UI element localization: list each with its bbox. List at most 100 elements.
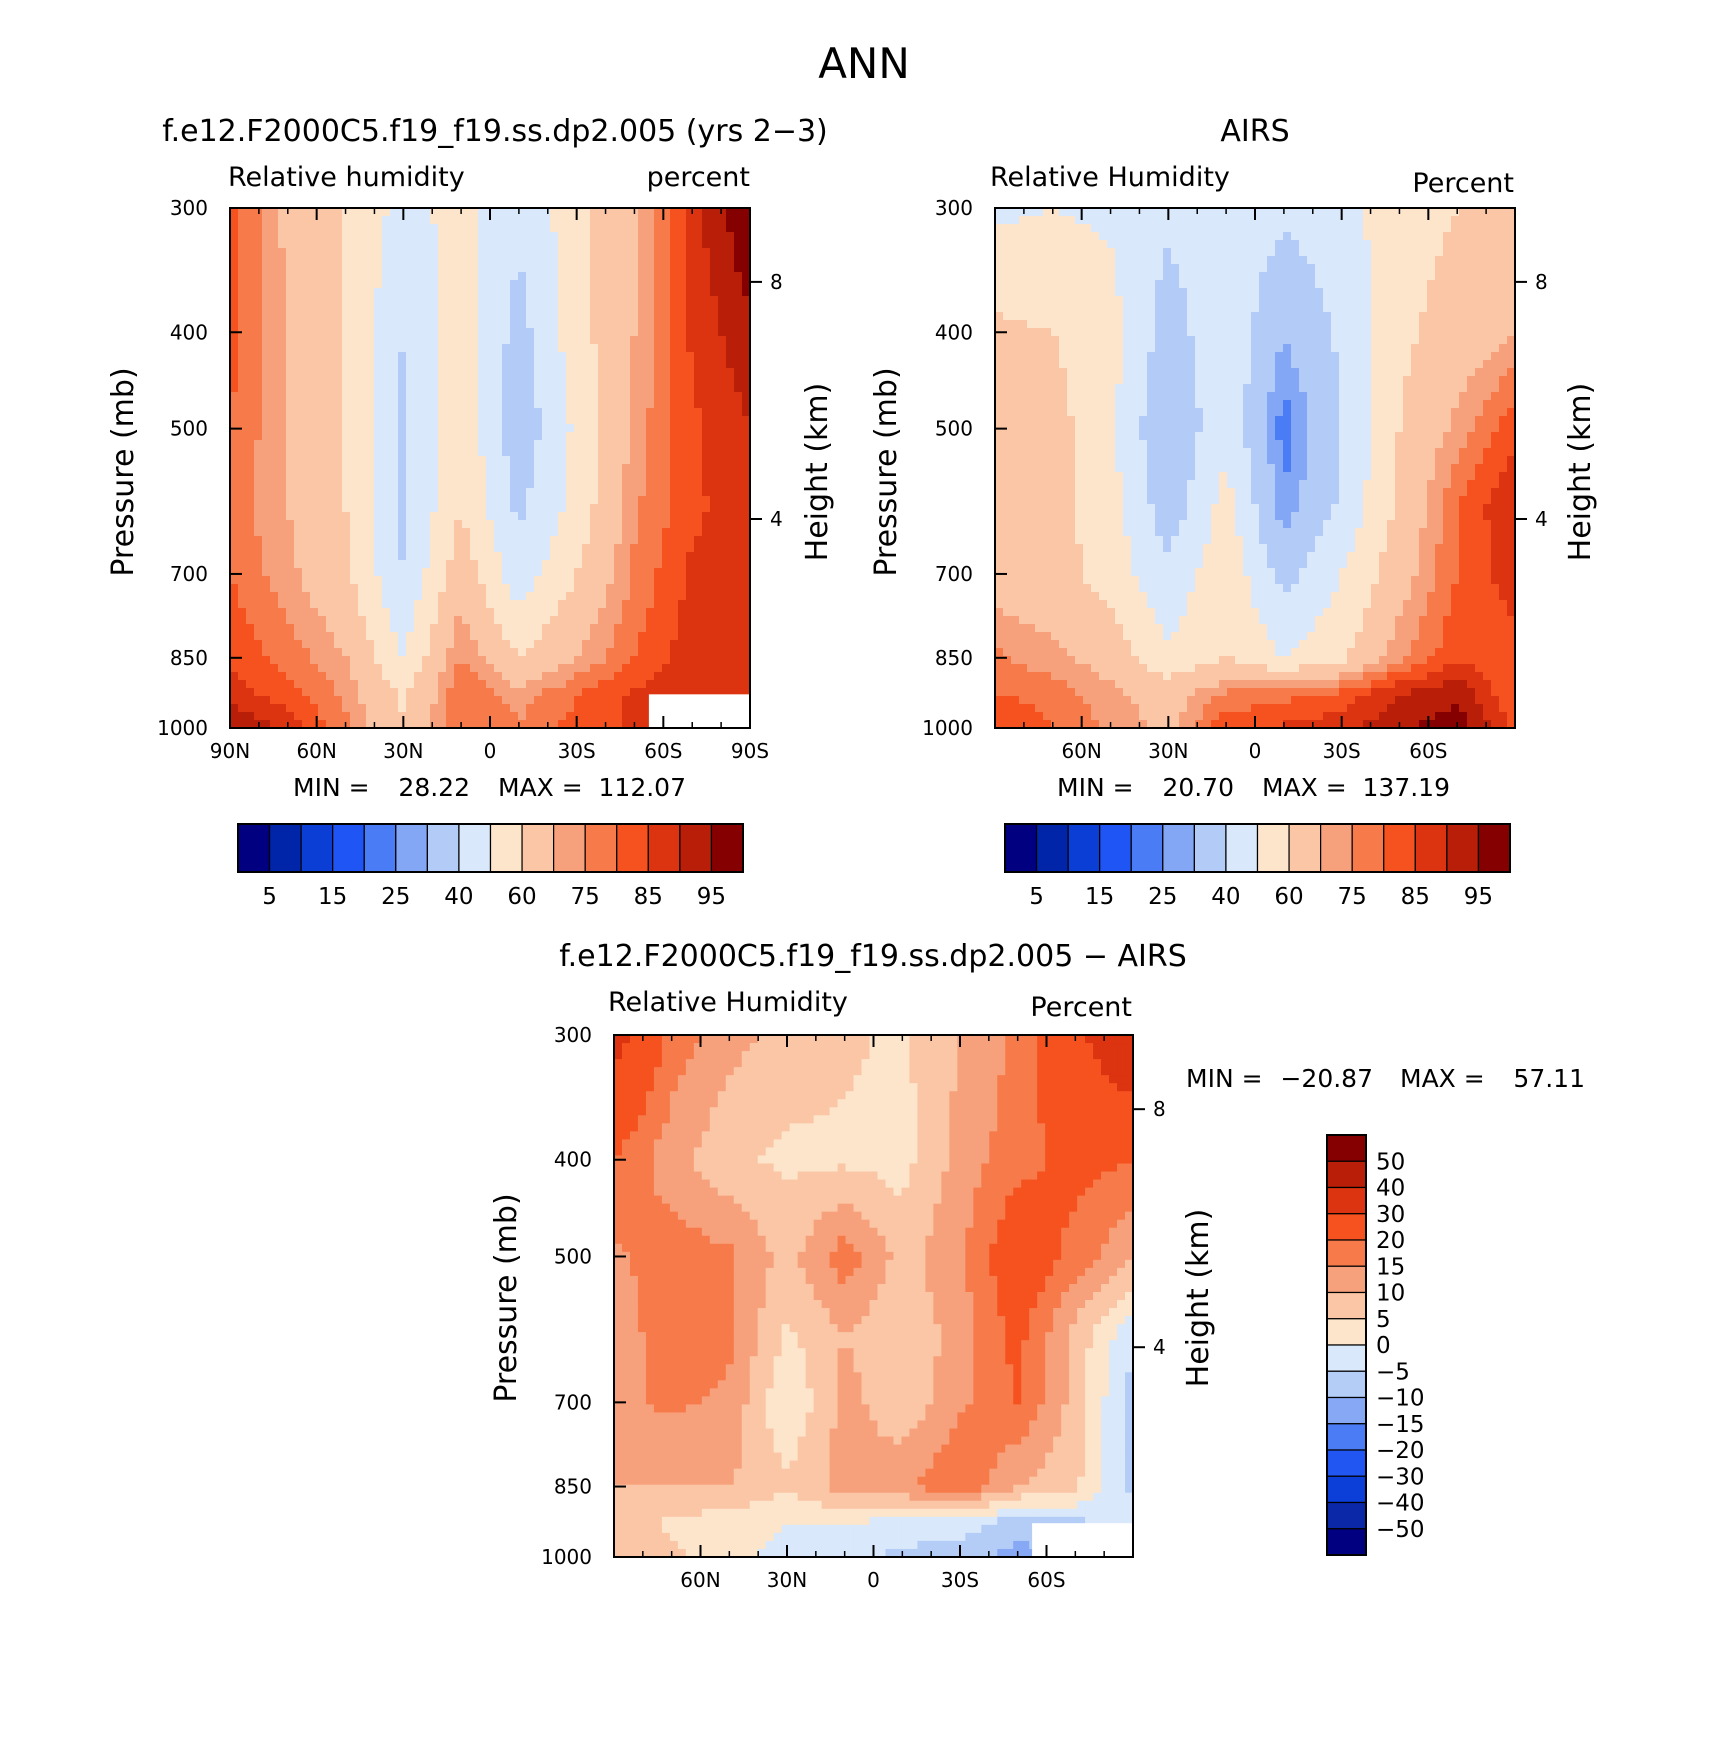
contour-cell: [1491, 248, 1500, 257]
contour-cell: [694, 680, 703, 689]
contour-cell: [238, 352, 247, 361]
contour-cell: [478, 280, 487, 289]
contour-cell: [702, 280, 711, 289]
contour-cell: [654, 520, 663, 529]
contour-cell: [302, 416, 311, 425]
contour-cell: [542, 576, 551, 585]
contour-cell: [254, 344, 263, 353]
contour-cell: [1355, 232, 1364, 241]
contour-cell: [390, 688, 399, 697]
contour-cell: [518, 336, 527, 345]
contour-cell: [590, 600, 599, 609]
contour-cell: [486, 280, 495, 289]
contour-cell: [390, 480, 399, 489]
contour-cell: [230, 232, 239, 241]
contour-cell: [318, 680, 327, 689]
contour-cell: [742, 448, 751, 457]
contour-cell: [686, 328, 695, 337]
contour-cell: [462, 432, 471, 441]
contour-cell: [318, 640, 327, 649]
contour-cell: [1131, 280, 1140, 289]
contour-cell: [454, 208, 463, 217]
contour-cell: [358, 528, 367, 537]
contour-cell: [446, 624, 455, 633]
contour-cell: [342, 592, 351, 601]
contour-cell: [238, 560, 247, 569]
contour-cell: [1107, 256, 1116, 265]
contour-cell: [494, 712, 503, 721]
contour-cell: [630, 672, 639, 681]
contour-cell: [486, 256, 495, 265]
contour-cell: [358, 488, 367, 497]
contour-cell: [1203, 272, 1212, 281]
contour-cell: [1019, 224, 1028, 233]
contour-cell: [382, 680, 391, 689]
contour-cell: [454, 504, 463, 513]
contour-cell: [326, 400, 335, 409]
contour-cell: [638, 352, 647, 361]
contour-cell: [398, 512, 407, 521]
contour-cell: [422, 440, 431, 449]
contour-cell: [430, 488, 439, 497]
contour-cell: [286, 392, 295, 401]
contour-cell: [1403, 256, 1412, 265]
contour-cell: [566, 344, 575, 353]
contour-cell: [606, 688, 615, 697]
contour-cell: [574, 472, 583, 481]
contour-cell: [262, 688, 271, 697]
contour-cell: [678, 232, 687, 241]
contour-cell: [518, 216, 527, 225]
contour-cell: [302, 600, 311, 609]
contour-cell: [630, 248, 639, 257]
contour-cell: [638, 672, 647, 681]
contour-cell: [382, 296, 391, 305]
contour-cell: [1427, 232, 1436, 241]
contour-cell: [686, 624, 695, 633]
contour-cell: [566, 424, 575, 433]
contour-cell: [542, 688, 551, 697]
contour-cell: [1331, 224, 1340, 233]
contour-cell: [278, 688, 287, 697]
contour-cell: [302, 592, 311, 601]
contour-cell: [694, 352, 703, 361]
contour-cell: [446, 312, 455, 321]
contour-cell: [590, 344, 599, 353]
contour-cell: [1427, 248, 1436, 257]
contour-cell: [1475, 208, 1484, 217]
contour-cell: [438, 296, 447, 305]
contour-cell: [1339, 264, 1348, 273]
contour-cell: [1059, 272, 1068, 281]
contour-cell: [630, 712, 639, 721]
contour-cell: [438, 664, 447, 673]
contour-cell: [254, 248, 263, 257]
contour-cell: [454, 592, 463, 601]
contour-cell: [566, 576, 575, 585]
contour-cell: [278, 328, 287, 337]
contour-cell: [686, 256, 695, 265]
contour-cell: [1323, 208, 1332, 217]
contour-cell: [598, 552, 607, 561]
contour-cell: [550, 408, 559, 417]
contour-cell: [678, 208, 687, 217]
contour-cell: [646, 232, 655, 241]
contour-cell: [254, 656, 263, 665]
contour-cell: [422, 232, 431, 241]
contour-cell: [710, 528, 719, 537]
contour-cell: [334, 432, 343, 441]
contour-cell: [278, 304, 287, 313]
contour-cell: [702, 248, 711, 257]
contour-cell: [558, 360, 567, 369]
contour-cell: [622, 344, 631, 353]
contour-cell: [270, 648, 279, 657]
contour-cell: [1347, 224, 1356, 233]
contour-cell: [398, 456, 407, 465]
contour-cell: [470, 624, 479, 633]
contour-cell: [422, 512, 431, 521]
contour-cell: [662, 288, 671, 297]
contour-cell: [710, 400, 719, 409]
contour-cell: [342, 256, 351, 265]
contour-cell: [518, 696, 527, 705]
contour-cell: [1131, 272, 1140, 281]
contour-cell: [606, 552, 615, 561]
contour-cell: [286, 520, 295, 529]
